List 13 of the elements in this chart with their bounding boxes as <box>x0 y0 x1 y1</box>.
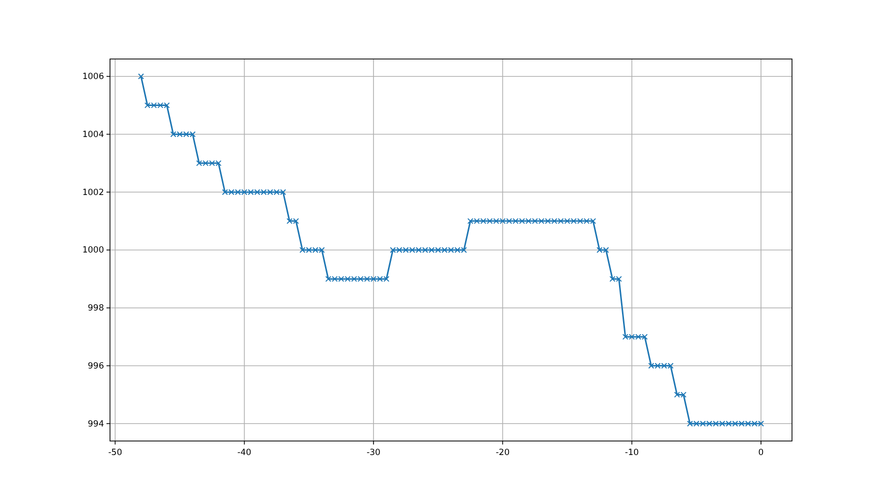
y-tick-label: 1000 <box>82 246 104 256</box>
y-tick-label: 994 <box>88 419 104 430</box>
x-tick-label: -20 <box>496 448 510 458</box>
y-tick-label: 1004 <box>82 130 104 140</box>
x-tick-label: 0 <box>758 448 764 458</box>
y-tick-label: 1006 <box>82 72 104 82</box>
x-tick-label: -50 <box>108 448 122 458</box>
y-tick-label: 996 <box>88 361 104 372</box>
x-tick-label: -30 <box>366 448 380 458</box>
y-tick-label: 1002 <box>82 188 104 198</box>
y-tick-label: 998 <box>88 304 104 314</box>
x-tick-label: -40 <box>237 448 252 458</box>
x-tick-label: -10 <box>624 448 639 458</box>
